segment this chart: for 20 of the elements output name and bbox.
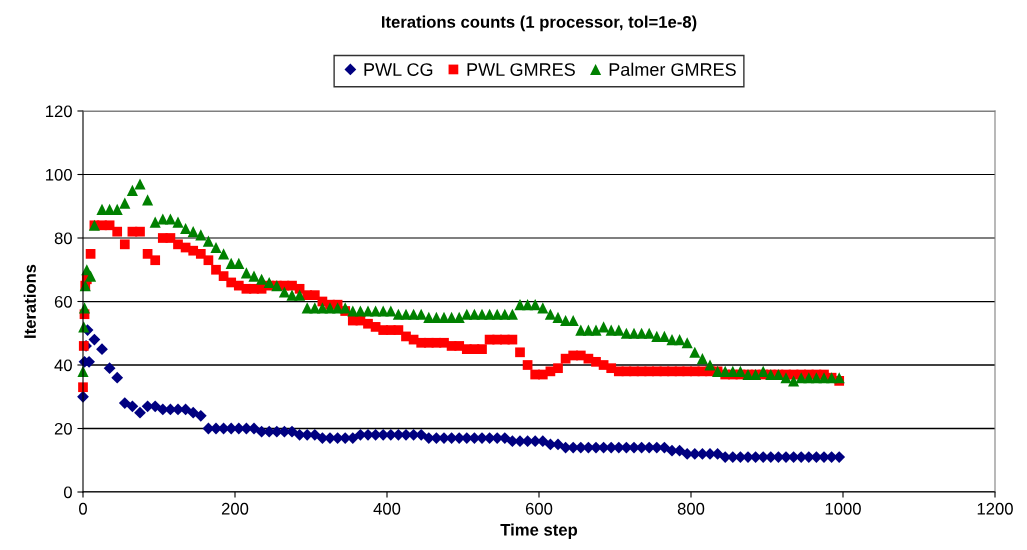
x-tick-label: 800 [677, 502, 705, 515]
y-tick-label: 20 [54, 422, 72, 435]
x-tick-label: 1000 [825, 502, 861, 515]
x-tick-label: 0 [79, 502, 87, 515]
legend-label: PWL CG [364, 63, 433, 76]
legend-label: PWL GMRES [467, 63, 575, 76]
y-tick-label: 80 [54, 232, 72, 245]
x-axis-title: Time step [500, 523, 578, 540]
x-tick-label: 200 [221, 502, 249, 515]
x-tick-label: 600 [525, 502, 553, 515]
y-tick-label: 0 [63, 486, 72, 499]
y-tick-label: 120 [46, 105, 72, 118]
chart-title: Iterations counts (1 processor, tol=1e-8) [381, 15, 697, 32]
y-tick-label: 60 [54, 295, 72, 308]
x-tick-label: 1200 [977, 502, 1013, 515]
y-tick-label: 100 [46, 168, 72, 181]
y-tick-label: 40 [54, 359, 72, 372]
y-axis-title: Iterations [23, 264, 36, 338]
x-tick-label: 400 [373, 502, 401, 515]
legend-label: Palmer GMRES [609, 62, 736, 76]
